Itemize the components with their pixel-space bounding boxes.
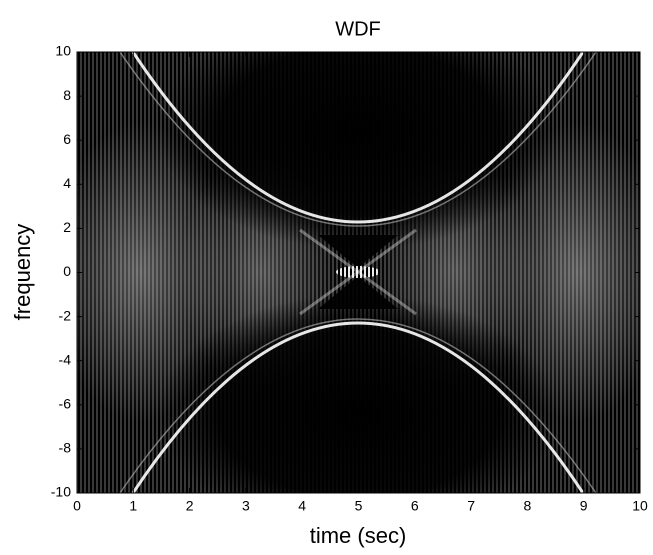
heatmap-image <box>77 52 640 493</box>
y-tick-label: -6 <box>59 396 72 412</box>
x-tick-label: 7 <box>467 498 475 514</box>
x-tick-label: 9 <box>580 498 588 514</box>
x-tick-label: 5 <box>355 498 363 514</box>
y-tick-label: -2 <box>59 307 72 323</box>
y-tick-label: 4 <box>63 175 71 191</box>
y-tick-label: 0 <box>63 263 71 279</box>
x-tick-label: 10 <box>632 498 648 514</box>
x-tick-label: 0 <box>73 498 81 514</box>
x-tick-label: 4 <box>298 498 306 514</box>
chart-title: WDF <box>335 18 381 40</box>
y-tick-label: -10 <box>51 484 71 500</box>
y-tick-label: 8 <box>63 87 71 103</box>
x-axis-label: time (sec) <box>310 523 407 548</box>
y-tick-label: 6 <box>63 131 71 147</box>
x-tick-label: 6 <box>411 498 419 514</box>
x-tick-label: 3 <box>242 498 250 514</box>
x-tick-label: 8 <box>524 498 532 514</box>
y-axis-label: frequency <box>10 224 35 321</box>
y-tick-label: -4 <box>59 351 72 367</box>
y-tick-label: 10 <box>55 43 71 59</box>
y-tick-label: 2 <box>63 219 71 235</box>
x-tick-label: 1 <box>129 498 137 514</box>
axes: 0 1 2 3 4 5 6 7 8 9 10 -10 -8 -6 -4 -2 0 2 4 6 8 10 <box>51 43 648 514</box>
x-tick-label: 2 <box>186 498 194 514</box>
y-tick-label: -8 <box>59 440 72 456</box>
